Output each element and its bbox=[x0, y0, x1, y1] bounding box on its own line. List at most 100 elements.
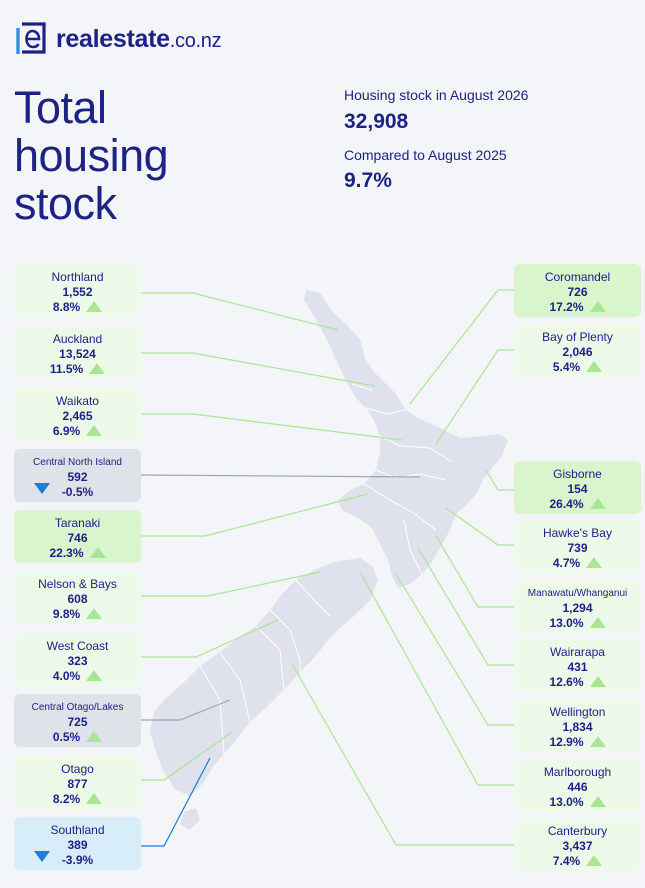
trend-up-icon bbox=[86, 731, 103, 742]
region-change: 5.4% bbox=[552, 360, 581, 374]
region-name: Waikato bbox=[56, 394, 99, 408]
region-stock: 608 bbox=[67, 592, 88, 606]
region-stock: 726 bbox=[567, 285, 588, 299]
region-stock: 446 bbox=[567, 780, 588, 794]
region-name: Manawatu/Whanganui bbox=[527, 588, 628, 599]
region-card-central-north-island: Central North Island 592 -0.5% bbox=[14, 449, 141, 502]
region-borders bbox=[199, 383, 453, 755]
region-change: 13.0% bbox=[549, 616, 584, 630]
region-name: West Coast bbox=[46, 639, 109, 653]
logo-tld: .co.nz bbox=[169, 29, 222, 52]
region-card-southland: Southland 389 -3.9% bbox=[14, 817, 141, 870]
title-line-1: Total bbox=[14, 82, 107, 133]
region-card-manawatu-whanganui: Manawatu/Whanganui 1,294 13.0% bbox=[514, 580, 641, 633]
region-card-hawkes-bay: Hawke's Bay 739 4.7% bbox=[514, 520, 641, 573]
region-stock: 877 bbox=[67, 777, 88, 791]
region-stock: 389 bbox=[67, 838, 88, 852]
region-name: Marlborough bbox=[543, 765, 612, 779]
trend-up-icon bbox=[86, 301, 103, 312]
leader-line-southland bbox=[141, 757, 211, 847]
realestate-logo[interactable]: realestate.co.nz bbox=[14, 22, 222, 56]
region-card-coromandel: Coromandel 726 17.2% bbox=[514, 264, 641, 317]
stewart-island-shape bbox=[180, 808, 200, 830]
region-stock: 13,524 bbox=[59, 347, 96, 361]
region-stock: 739 bbox=[567, 541, 588, 555]
region-stock: 725 bbox=[67, 715, 88, 729]
trend-up-icon bbox=[586, 855, 603, 866]
region-name: Northland bbox=[51, 270, 104, 284]
region-stock: 2,465 bbox=[62, 409, 93, 423]
region-change: 11.5% bbox=[49, 362, 84, 376]
region-card-canterbury: Canterbury 3,437 7.4% bbox=[514, 818, 641, 871]
trend-down-icon bbox=[34, 483, 50, 494]
region-stock: 1,834 bbox=[562, 720, 593, 734]
region-change: 0.5% bbox=[52, 730, 81, 744]
region-card-bay-of-plenty: Bay of Plenty 2,046 5.4% bbox=[514, 324, 641, 377]
region-name: Hawke's Bay bbox=[543, 526, 612, 540]
region-name: Central Otago/Lakes bbox=[31, 702, 124, 713]
region-change: 4.0% bbox=[52, 669, 81, 683]
title-line-2: housing bbox=[14, 130, 169, 181]
region-change: 8.8% bbox=[52, 300, 81, 314]
region-card-northland: Northland 1,552 8.8% bbox=[14, 264, 141, 317]
trend-up-icon bbox=[86, 425, 103, 436]
compare-label: Compared to August 2025 bbox=[344, 147, 507, 163]
trend-up-icon bbox=[589, 676, 606, 687]
region-stock: 1,294 bbox=[562, 601, 593, 615]
region-stock: 1,552 bbox=[62, 285, 93, 299]
leader-lines-left bbox=[141, 292, 403, 781]
region-name: Taranaki bbox=[54, 516, 101, 530]
region-card-waikato: Waikato 2,465 6.9% bbox=[14, 388, 141, 441]
region-stock: 2,046 bbox=[562, 345, 593, 359]
region-change: 13.0% bbox=[549, 795, 584, 809]
trend-up-icon bbox=[86, 793, 103, 804]
region-change: 12.9% bbox=[549, 735, 584, 749]
page-title: Total housing stock bbox=[14, 84, 264, 228]
region-stock: 154 bbox=[567, 482, 588, 496]
region-change: -0.5% bbox=[61, 485, 94, 499]
trend-up-icon bbox=[86, 608, 103, 619]
title-line-3: stock bbox=[14, 178, 117, 229]
trend-up-icon bbox=[589, 301, 606, 312]
region-card-otago: Otago 877 8.2% bbox=[14, 756, 141, 809]
logo-e-icon bbox=[14, 22, 48, 56]
trend-up-icon bbox=[89, 363, 106, 374]
region-change: 9.8% bbox=[52, 607, 81, 621]
region-card-wairarapa: Wairarapa 431 12.6% bbox=[514, 639, 641, 692]
region-name: Coromandel bbox=[544, 270, 611, 284]
region-card-auckland: Auckland 13,524 11.5% bbox=[14, 326, 141, 379]
trend-down-icon bbox=[34, 851, 50, 862]
region-name: Wairarapa bbox=[550, 645, 605, 659]
region-stock: 431 bbox=[567, 660, 588, 674]
region-card-west-coast: West Coast 323 4.0% bbox=[14, 633, 141, 686]
trend-up-icon bbox=[589, 617, 606, 628]
region-name: Central North Island bbox=[33, 457, 122, 468]
trend-up-icon bbox=[586, 361, 603, 372]
stock-value: 32,908 bbox=[344, 110, 409, 133]
region-stock: 323 bbox=[67, 654, 88, 668]
compare-value: 9.7% bbox=[344, 169, 392, 192]
stock-label: Housing stock in August 2026 bbox=[344, 87, 529, 103]
region-stock: 592 bbox=[67, 470, 88, 484]
region-name: Southland bbox=[50, 823, 105, 837]
region-change: -3.9% bbox=[61, 853, 94, 867]
region-name: Wellington bbox=[549, 705, 606, 719]
region-change: 17.2% bbox=[549, 300, 584, 314]
trend-up-icon bbox=[86, 670, 103, 681]
south-island-shape bbox=[150, 558, 378, 796]
region-card-nelson-bays: Nelson & Bays 608 9.8% bbox=[14, 571, 141, 624]
region-name: Bay of Plenty bbox=[542, 330, 613, 344]
trend-up-icon bbox=[589, 498, 606, 509]
region-card-marlborough: Marlborough 446 13.0% bbox=[514, 759, 641, 812]
leader-line-central-otago bbox=[141, 699, 231, 721]
logo-name: realestate bbox=[56, 24, 170, 53]
region-card-gisborne: Gisborne 154 26.4% bbox=[514, 461, 641, 514]
north-island-shape bbox=[304, 290, 508, 588]
region-name: Canterbury bbox=[547, 824, 608, 838]
leader-line-central-north-island bbox=[140, 474, 421, 478]
trend-up-icon bbox=[586, 557, 603, 568]
trend-up-icon bbox=[589, 796, 606, 807]
leader-lines-right bbox=[291, 289, 514, 846]
logo-wordmark: realestate.co.nz bbox=[56, 24, 222, 54]
